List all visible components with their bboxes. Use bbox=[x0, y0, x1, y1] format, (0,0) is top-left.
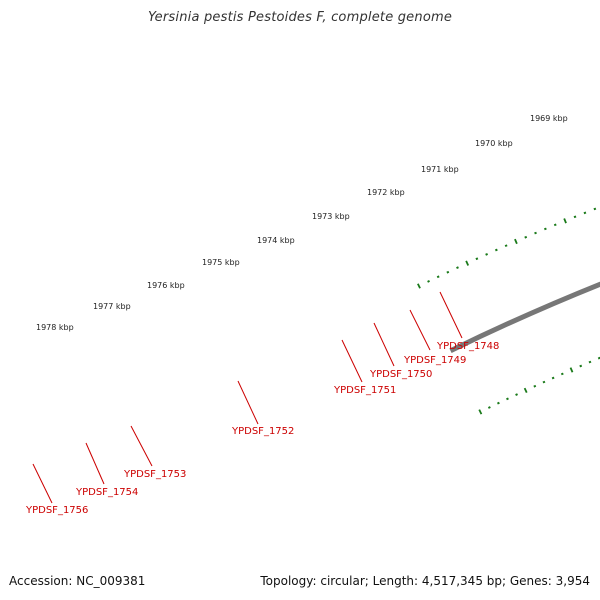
outer-tick bbox=[417, 283, 421, 289]
gene-labels: YPDSF_1748 YPDSF_1749 YPDSF_1750 YPDSF_1751… bbox=[25, 341, 499, 516]
label-leader-line bbox=[341, 339, 363, 383]
kbp-scale-label: 1971 kbp bbox=[421, 165, 459, 174]
label-leader-line bbox=[130, 425, 153, 467]
outer-tick bbox=[593, 207, 597, 211]
backbone-ring bbox=[449, 281, 600, 353]
outer-tick bbox=[524, 235, 528, 239]
label-leader-line bbox=[85, 442, 105, 485]
gene-label: YPDSF_1753 bbox=[123, 469, 186, 480]
gene-label: YPDSF_1756 bbox=[25, 505, 88, 516]
label-leader-line bbox=[32, 463, 53, 504]
inner-tick bbox=[487, 406, 491, 409]
outer-tick bbox=[534, 231, 537, 235]
inner-tick bbox=[597, 356, 600, 360]
outer-tick bbox=[543, 227, 547, 231]
inner-tick bbox=[506, 397, 509, 401]
outer-tick bbox=[583, 211, 587, 215]
kbp-scale-label: 1977 kbp bbox=[93, 302, 131, 311]
genome-backbone bbox=[449, 281, 600, 353]
inner-tick-track bbox=[478, 356, 600, 415]
outer-tick-track bbox=[417, 207, 597, 289]
outer-tick bbox=[563, 218, 567, 224]
inner-tick bbox=[478, 409, 483, 415]
kbp-scale-label: 1973 kbp bbox=[312, 212, 350, 221]
gene-label: YPDSF_1752 bbox=[231, 426, 294, 437]
inner-tick bbox=[551, 376, 555, 380]
outer-tick bbox=[456, 266, 459, 270]
outer-tick bbox=[504, 244, 508, 248]
outer-tick bbox=[573, 215, 577, 219]
kbp-scale-label: 1978 kbp bbox=[36, 323, 74, 332]
outer-tick bbox=[553, 223, 557, 227]
kbp-scale-label: 1972 kbp bbox=[367, 188, 405, 197]
gene-label: YPDSF_1749 bbox=[403, 355, 466, 366]
inner-tick bbox=[523, 387, 528, 394]
outer-tick bbox=[494, 248, 498, 252]
genome-summary-text: Topology: circular; Length: 4,517,345 bp… bbox=[260, 574, 590, 588]
gene-label: YPDSF_1750 bbox=[369, 369, 432, 380]
kbp-scale-label: 1969 kbp bbox=[530, 114, 568, 123]
genome-title: Yersinia pestis Pestoides F, complete ge… bbox=[147, 10, 453, 25]
kbp-scale-label: 1970 kbp bbox=[475, 139, 513, 148]
kbp-scale-label: 1975 kbp bbox=[202, 258, 240, 267]
gene-label: YPDSF_1751 bbox=[333, 385, 396, 396]
inner-tick bbox=[560, 372, 564, 376]
inner-tick bbox=[542, 380, 546, 384]
gene-label: YPDSF_1748 bbox=[436, 341, 499, 352]
outer-tick bbox=[436, 275, 440, 279]
inner-tick bbox=[515, 393, 518, 396]
inner-tick bbox=[579, 364, 583, 368]
outer-tick bbox=[514, 238, 518, 245]
kbp-scale-labels: 1969 kbp 1970 kbp 1971 kbp 1972 kbp 1973 kbp… bbox=[36, 114, 568, 332]
accession-text: Accession: NC_009381 bbox=[9, 574, 146, 588]
inner-tick bbox=[496, 401, 500, 405]
outer-tick bbox=[427, 280, 430, 283]
label-leader-line bbox=[237, 380, 259, 425]
outer-tick bbox=[465, 260, 470, 266]
inner-tick bbox=[533, 384, 537, 388]
outer-tick bbox=[475, 257, 479, 261]
label-leader-lines bbox=[32, 291, 463, 504]
outer-tick bbox=[446, 270, 450, 274]
inner-tick bbox=[588, 360, 592, 364]
label-leader-line bbox=[373, 322, 395, 367]
kbp-scale-label: 1976 kbp bbox=[147, 281, 185, 290]
outer-tick bbox=[485, 252, 489, 256]
inner-tick bbox=[569, 367, 574, 373]
label-leader-line bbox=[409, 309, 431, 351]
kbp-scale-label: 1974 kbp bbox=[257, 236, 295, 245]
gene-label: YPDSF_1754 bbox=[75, 487, 138, 498]
label-leader-line bbox=[439, 291, 463, 339]
